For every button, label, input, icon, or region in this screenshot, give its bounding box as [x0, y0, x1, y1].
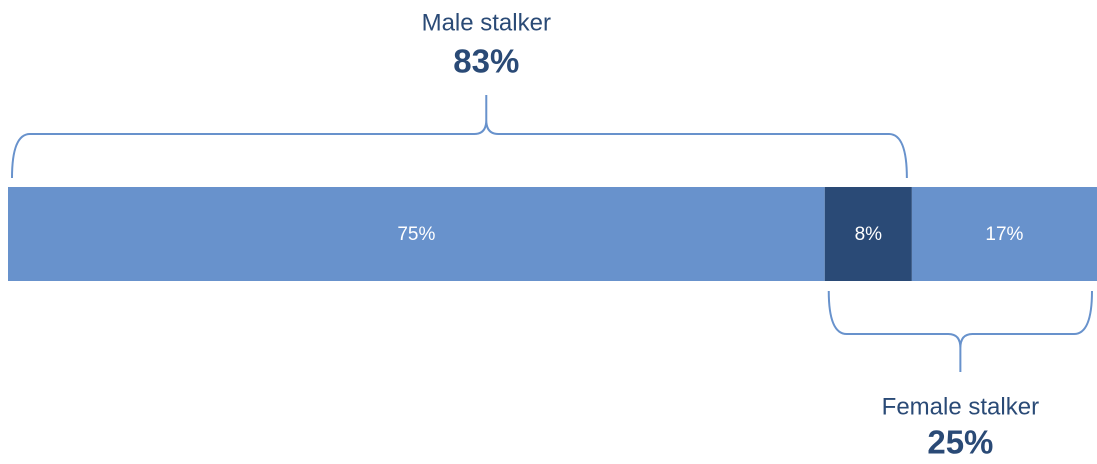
segment-label: 75%: [397, 224, 435, 245]
bar-segment: [824, 187, 912, 281]
segment-label: 8%: [855, 224, 883, 245]
annotation-value: 25%: [927, 424, 993, 461]
segment-label: 17%: [985, 224, 1023, 245]
bracket: [827, 290, 1093, 372]
bar-segment: [911, 187, 1097, 281]
bracket: [11, 95, 908, 179]
annotation-label: Female stalker: [882, 393, 1039, 420]
bar-segment: [8, 187, 825, 281]
annotation-label: Male stalker: [422, 9, 551, 36]
annotation-value: 83%: [453, 43, 519, 80]
